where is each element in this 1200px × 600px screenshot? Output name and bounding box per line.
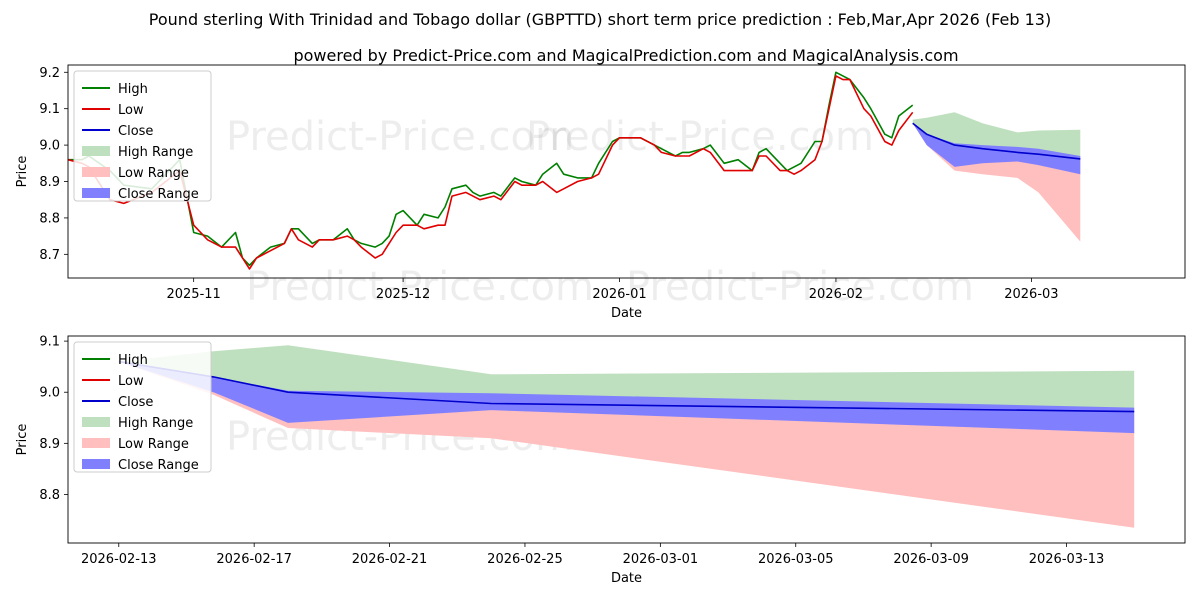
legend-label: High <box>118 82 148 97</box>
x-tick-label: 2026-02-13 <box>81 552 157 567</box>
chart-subtitle: powered by Predict-Price.com and Magical… <box>293 46 958 65</box>
legend-label: Low Range <box>118 437 189 452</box>
high-range-area <box>912 112 1081 159</box>
y-tick-label: 8.8 <box>39 488 60 503</box>
legend-swatch-patch <box>82 146 110 156</box>
y-tick-label: 8.9 <box>39 175 60 190</box>
x-tick-label: 2026-02 <box>809 287 863 302</box>
y-tick-label: 9.1 <box>39 102 60 117</box>
y-tick-label: 9.0 <box>39 386 60 401</box>
legend-label: Low <box>118 103 144 118</box>
low-series-line <box>67 75 914 270</box>
legend-label: Close <box>118 395 153 410</box>
close-range-area <box>912 123 1081 175</box>
watermark-text: Predict-Price.com <box>526 114 874 160</box>
y-axis-label: Price <box>15 156 30 188</box>
legend-label: Low Range <box>118 166 189 181</box>
legend-label: High <box>118 353 148 368</box>
legend-label: High Range <box>118 416 193 431</box>
plot-frame <box>67 64 1186 279</box>
legend-swatch-patch <box>82 438 110 448</box>
y-tick-label: 8.7 <box>39 248 60 263</box>
y-tick-label: 8.8 <box>39 211 60 226</box>
x-tick-label: 2026-01 <box>592 287 646 302</box>
x-tick-label: 2026-02-21 <box>352 552 428 567</box>
top-panel: Predict-Price.comPredict-Price.comPredic… <box>15 64 1186 321</box>
legend-swatch-patch <box>82 188 110 198</box>
watermark-text: Predict-Price.com <box>226 114 574 160</box>
x-tick-label: 2026-03 <box>1004 287 1058 302</box>
plot-frame <box>67 335 1186 544</box>
x-tick-label: 2025-12 <box>376 287 430 302</box>
close-series-line <box>912 122 1081 160</box>
bottom-panel: Predict-Price.comPredict-Price.com8.88.9… <box>15 335 1186 586</box>
x-axis-label: Date <box>611 306 642 321</box>
legend-label: Close Range <box>118 458 199 473</box>
y-tick-label: 9.2 <box>39 66 60 81</box>
legend-label: High Range <box>118 145 193 160</box>
x-tick-label: 2026-03-13 <box>1029 552 1105 567</box>
legend-label: Close Range <box>118 187 199 202</box>
legend-swatch-patch <box>82 417 110 427</box>
x-tick-label: 2026-03-01 <box>623 552 699 567</box>
x-tick-label: 2026-03-09 <box>893 552 969 567</box>
y-tick-label: 9.0 <box>39 139 60 154</box>
chart-title: Pound sterling With Trinidad and Tobago … <box>149 10 1051 29</box>
y-tick-label: 8.9 <box>39 437 60 452</box>
y-axis-label: Price <box>15 424 30 456</box>
legend-swatch-patch <box>82 459 110 469</box>
legend-swatch-patch <box>82 167 110 177</box>
close-range-area <box>118 361 1135 434</box>
x-tick-label: 2026-02-17 <box>216 552 292 567</box>
x-tick-label: 2025-11 <box>166 287 220 302</box>
legend-label: Low <box>118 374 144 389</box>
y-tick-label: 9.1 <box>39 335 60 350</box>
x-tick-label: 2026-03-05 <box>758 552 834 567</box>
watermark-text: Predict-Price.com <box>626 264 974 310</box>
x-tick-label: 2026-02-25 <box>487 552 563 567</box>
legend-label: Close <box>118 124 153 139</box>
watermark-text: Predict-Price.com <box>246 264 594 310</box>
x-axis-label: Date <box>611 571 642 586</box>
